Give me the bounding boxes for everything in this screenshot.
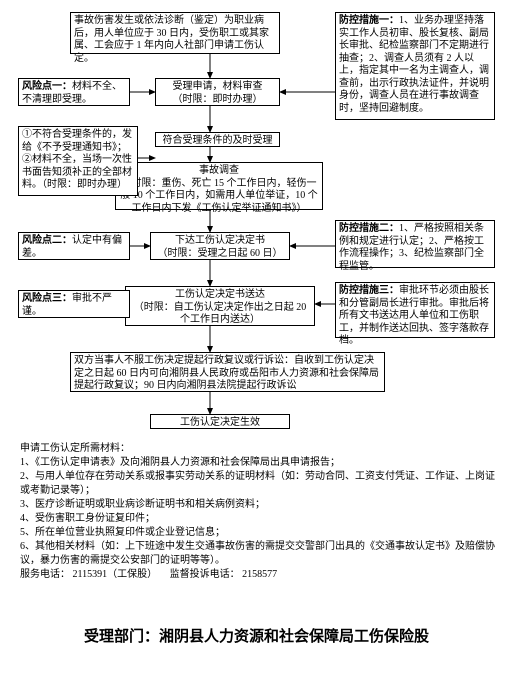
phone-service: 2115391（工保股） (73, 569, 158, 580)
measure-1: 防控措施一：1、业务办理坚持落实工作人员初审、股长复核、副局长审批、纪检监察部门… (335, 12, 495, 120)
risk-2-label: 风险点二： (22, 235, 72, 246)
node-effect: 工伤认定决定生效 (150, 414, 290, 429)
footer-item-3: 3、医疗诊断证明或职业病诊断证明书和相关病例资料； (20, 498, 500, 512)
node-meet: 符合受理条件的及时受理 (155, 132, 280, 147)
measure-3: 防控措施三：审批环节必须由股长和分管副局长进行审批。审批后将所有文书送达用人单位… (335, 282, 495, 338)
risk-3: 风险点三：审批不严谨。 (18, 290, 130, 318)
node-appeal: 双方当事人不服工伤决定提起行政复议或行诉讼：自收到工伤认定决定之日起 60 日内… (70, 352, 385, 392)
measure-1-text: 1、业务办理坚持落实工作人员初审、股长复核、副局长审批、纪检监察部门不定期进行抽… (339, 15, 489, 114)
phone-supv-label: 监督投诉电话： (170, 569, 240, 580)
footer-block: 申请工伤认定所需材料： 1、《工伤认定申请表》及向湘阴县人力资源和社会保障局出具… (20, 442, 500, 582)
footer-item-1: 1、《工伤认定申请表》及向湘阴县人力资源和社会保障局出具申请报告； (20, 456, 500, 470)
footer-item-5: 5、所在单位营业执照复印件或企业登记信息； (20, 526, 500, 540)
node-start: 事故伤害发生或依法诊断（鉴定）为职业病后，用人单位应于 30 日内，受伤职工或其… (70, 12, 280, 54)
risk-3-label: 风险点三： (22, 293, 72, 304)
page-title: 受理部门：湘阴县人力资源和社会保障局工伤保险股 (0, 625, 513, 646)
risk-1-label: 风险点一： (22, 81, 72, 92)
footer-item-4: 4、受伤害职工身份证复印件； (20, 512, 500, 526)
node-decide: 下达工伤认定决定书 （时限：受理之日起 60 日） (150, 232, 290, 260)
phone-service-label: 服务电话： (20, 569, 70, 580)
footer-phones: 服务电话： 2115391（工保股） 监督投诉电话： 2158577 (20, 568, 500, 582)
measure-1-label: 防控措施一： (339, 15, 399, 26)
measure-2-label: 防控措施二： (339, 223, 399, 234)
footer-item-2: 2、与用人单位存在劳动关系或报事实劳动关系的证明材料（如：劳动合同、工资支付凭证… (20, 470, 500, 498)
measure-3-label: 防控措施三： (339, 285, 399, 296)
footer-heading: 申请工伤认定所需材料： (20, 442, 500, 456)
risk-2: 风险点二：认定中有偏差。 (18, 232, 130, 260)
node-accept: 受理申请，材料审查 （时限：即时办理） (155, 78, 280, 106)
risk-1b: ①不符合受理条件的，发给《不予受理通知书》；②材料不全，当场一次性书面告知须补正… (18, 126, 138, 196)
phone-supv: 2158577 (242, 569, 277, 580)
node-invest: 事故调查 （时限：重伤、死亡 15 个工作日内，轻伤一般 10 个工作日内，如需… (115, 162, 323, 210)
risk-1: 风险点一：材料不全、不清理即受理。 (18, 78, 130, 106)
node-deliver: 工伤认定决定书送达 （时限：自工伤认定决定作出之日起 20 个工作日内送达） (125, 286, 315, 326)
footer-item-6: 6、其他相关材料（如：上下班途中发生交通事故伤害的需提交交警部门出具的《交通事故… (20, 540, 500, 568)
measure-2: 防控措施二：1、严格按照相关条例和规定进行认定；2、严格按工作流程操作；3、纪检… (335, 220, 495, 268)
